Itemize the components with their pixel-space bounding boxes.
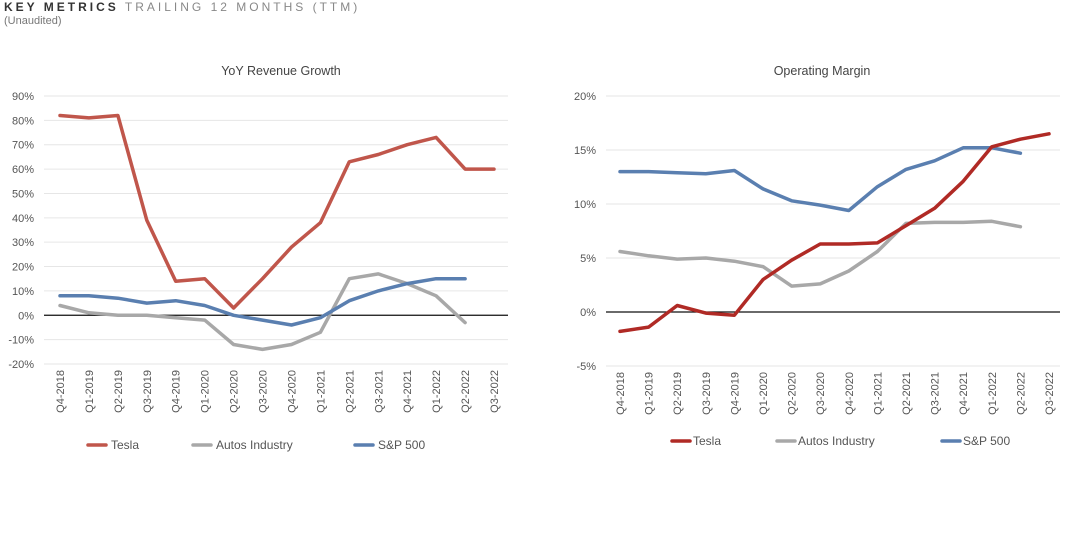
- x-tick-label: Q4-2021: [958, 372, 970, 415]
- x-tick-label: Q4-2018: [55, 370, 67, 413]
- x-tick-label: Q2-2020: [229, 370, 241, 413]
- page-title: KEY METRICS TRAILING 12 MONTHS (TTM): [4, 0, 360, 14]
- chart-title: YoY Revenue Growth: [221, 64, 341, 78]
- chart-revenue-growth: YoY Revenue Growth 90% 80% 70% 60% 50% 40% 30% 2…: [8, 64, 508, 452]
- series-line-s-p-500: [58, 276, 467, 327]
- y-tick-label: -5%: [576, 361, 596, 373]
- x-tick-label: Q4-2019: [171, 370, 183, 413]
- legend-label: Tesla: [111, 438, 139, 452]
- y-tick-label: 30%: [12, 237, 34, 249]
- x-tick-label: Q4-2020: [286, 370, 298, 413]
- x-tick-label: Q2-2021: [344, 370, 356, 413]
- x-tick-label: Q2-2019: [672, 372, 684, 415]
- x-tick-label: Q3-2022: [489, 370, 501, 413]
- x-tick-label: Q1-2022: [431, 370, 443, 413]
- series-line-autos-industry: [618, 219, 1023, 288]
- y-tick-label: 40%: [12, 213, 34, 225]
- x-tick-label: Q1-2021: [872, 372, 884, 415]
- x-tick-label: Q3-2019: [142, 370, 154, 413]
- x-tick-label: Q3-2021: [373, 370, 385, 413]
- x-tick-label: Q3-2022: [1044, 372, 1056, 415]
- y-tick-label: -10%: [8, 335, 34, 347]
- page-title-bold: KEY METRICS: [4, 0, 119, 14]
- x-tick-label: Q1-2019: [84, 370, 96, 413]
- legend-label: Autos Industry: [216, 438, 293, 452]
- legend-label: Tesla: [693, 434, 721, 448]
- x-tick-label: Q2-2022: [1015, 372, 1027, 415]
- y-tick-label: 10%: [12, 286, 34, 298]
- y-tick-label: 20%: [12, 262, 34, 274]
- series-line-tesla: [58, 113, 496, 310]
- page-header: KEY METRICS TRAILING 12 MONTHS (TTM) (Un…: [4, 0, 360, 27]
- y-tick-label: 0%: [18, 310, 34, 322]
- y-tick-label: 60%: [12, 164, 34, 176]
- x-tick-label: Q4-2019: [729, 372, 741, 415]
- x-tick-label: Q2-2020: [787, 372, 799, 415]
- y-tick-label: 90%: [12, 91, 34, 103]
- x-tick-label: Q1-2022: [987, 372, 999, 415]
- chart-title: Operating Margin: [774, 64, 871, 78]
- series-line-s-p-500: [618, 146, 1023, 213]
- y-tick-label: 80%: [12, 115, 34, 127]
- x-tick-label: Q3-2020: [815, 372, 827, 415]
- page-subtitle: (Unaudited): [4, 15, 62, 27]
- x-tick-label: Q1-2019: [644, 372, 656, 415]
- y-tick-label: 15%: [574, 145, 596, 157]
- x-tick-label: Q2-2021: [901, 372, 913, 415]
- x-tick-label: Q1-2020: [200, 370, 212, 413]
- legend-label: Autos Industry: [798, 434, 875, 448]
- y-tick-label: 10%: [574, 199, 596, 211]
- y-tick-label: 5%: [580, 253, 596, 265]
- series-line-autos-industry: [58, 272, 467, 352]
- x-tick-label: Q4-2018: [615, 372, 627, 415]
- y-tick-label: 0%: [580, 307, 596, 319]
- x-tick-label: Q1-2020: [758, 372, 770, 415]
- legend-label: S&P 500: [963, 434, 1010, 448]
- x-tick-label: Q1-2021: [315, 370, 327, 413]
- chart-operating-margin: Operating Margin 20% 15% 10% 5% 0% -5% Q4-2018 Q…: [574, 64, 1060, 448]
- x-tick-label: Q4-2021: [402, 370, 414, 413]
- x-tick-label: Q3-2021: [930, 372, 942, 415]
- y-tick-label: 50%: [12, 188, 34, 200]
- series-line-tesla: [618, 132, 1051, 334]
- x-tick-label: Q2-2019: [113, 370, 125, 413]
- y-tick-label: 70%: [12, 140, 34, 152]
- x-tick-label: Q2-2022: [460, 370, 472, 413]
- x-tick-label: Q3-2020: [258, 370, 270, 413]
- y-tick-label: 20%: [574, 91, 596, 103]
- x-tick-label: Q3-2019: [701, 372, 713, 415]
- y-tick-label: -20%: [8, 359, 34, 371]
- legend-label: S&P 500: [378, 438, 425, 452]
- page-title-light: TRAILING 12 MONTHS (TTM): [124, 0, 361, 14]
- x-tick-label: Q4-2020: [844, 372, 856, 415]
